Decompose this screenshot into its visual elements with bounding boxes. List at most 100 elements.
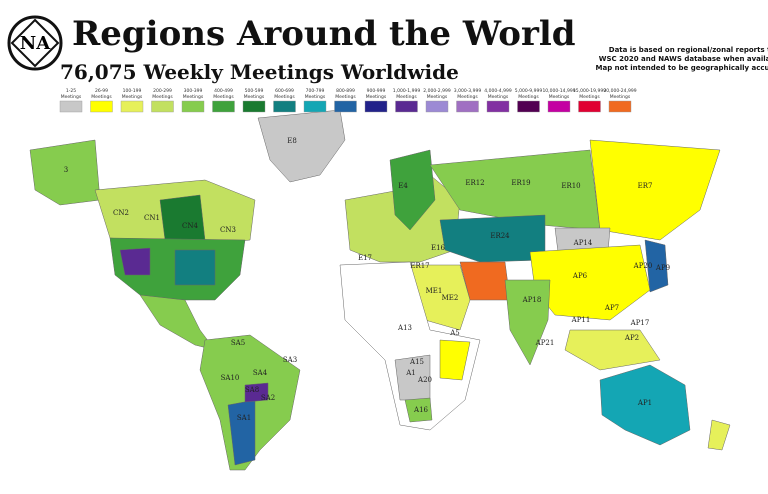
legend-swatch [120, 100, 144, 113]
region-label: E8 [287, 137, 297, 145]
region-label: E17 [358, 254, 372, 262]
note-line: WSC 2020 and NAWS database when availabl… [599, 55, 768, 63]
region-label: SA8 [245, 386, 259, 394]
logo: NA [7, 15, 63, 71]
legend-swatch [273, 100, 296, 113]
legend-swatch [59, 100, 83, 113]
russia-east [589, 139, 721, 241]
region-label: SA2 [261, 394, 275, 402]
legend-range: 400-499 [214, 88, 233, 94]
title: Regions Around the World [72, 14, 576, 54]
region-label: AP7 [604, 304, 619, 312]
legend-unit: Meetings [457, 94, 478, 100]
region-label: A1 [405, 369, 416, 377]
legend-swatch [364, 100, 388, 113]
region-label: A15 [409, 358, 424, 366]
legend-range: 2,000-2,999 [423, 88, 451, 94]
legend-unit: Meetings [244, 94, 265, 100]
region-label: AP1 [637, 399, 652, 407]
map-shapes [29, 109, 731, 471]
region-label: ER19 [511, 179, 530, 187]
legend-range: 800-899 [336, 88, 355, 94]
legend-range: 10,000-14,999 [542, 88, 575, 94]
region-label: E16 [431, 244, 446, 252]
legend-swatch [212, 100, 235, 113]
region-label: AP21 [535, 339, 555, 347]
legend-unit: Meetings [213, 94, 234, 100]
legend-unit: Meetings [274, 94, 295, 100]
legend-range: 700-799 [306, 88, 325, 94]
legend-swatch [334, 100, 357, 113]
subtitle: 76,075 Weekly Meetings Worldwide [60, 60, 459, 84]
region-label: A16 [413, 406, 429, 414]
legend-range: 300-399 [184, 88, 203, 94]
legend-unit: Meetings [335, 94, 356, 100]
region-label: ER12 [465, 179, 484, 187]
note-line: Map not intended to be geographically ac… [596, 64, 768, 72]
region-label: E4 [398, 182, 408, 190]
legend-unit: Meetings [305, 94, 326, 100]
legend-swatch [578, 100, 601, 113]
east-africa [439, 339, 471, 381]
usa-west [119, 247, 151, 276]
legend-range: 100-199 [123, 88, 142, 94]
region-label: CN3 [220, 226, 236, 234]
legend-unit: Meetings [122, 94, 143, 100]
legend-range: 20,000-24,999 [603, 88, 636, 94]
region-label: AP6 [572, 272, 588, 280]
india [504, 279, 551, 366]
legend-unit: Meetings [183, 94, 204, 100]
logo-diamond [10, 18, 60, 68]
legend-unit: Meetings [366, 94, 387, 100]
region-label: AP14 [573, 239, 593, 247]
south-africa [404, 397, 433, 423]
usa-east [174, 249, 216, 286]
legend-range: 26-99 [95, 88, 108, 94]
legend-unit: Meetings [152, 94, 173, 100]
region-label: CN1 [144, 214, 160, 222]
note-line: Data is based on regional/zonal reports … [609, 46, 768, 54]
region-label: ER24 [490, 232, 510, 240]
region-label: ER10 [561, 182, 580, 190]
canada-ontario [159, 194, 206, 241]
region-label: SA3 [283, 356, 297, 364]
new-zealand [707, 419, 731, 451]
legend: 1-25Meetings26-99Meetings100-199Meetings… [59, 88, 637, 113]
region-label: AP9 [655, 264, 670, 272]
region-label: ME2 [442, 294, 459, 302]
region-label: CN4 [182, 222, 198, 230]
scandinavia [389, 149, 436, 231]
legend-unit: Meetings [518, 94, 539, 100]
legend-unit: Meetings [396, 94, 417, 100]
legend-unit: Meetings [427, 94, 448, 100]
region-label: ER17 [410, 262, 429, 270]
kazakhstan [439, 214, 546, 263]
alaska [29, 139, 101, 206]
legend-unit: Meetings [610, 94, 631, 100]
region-label: ER7 [638, 182, 653, 190]
region-label: SA10 [221, 374, 240, 382]
legend-range: 1,000-1,999 [393, 88, 421, 94]
mexico [139, 294, 216, 351]
legend-swatch [425, 100, 449, 113]
region-label: SA4 [253, 369, 268, 377]
region-label: ME1 [426, 287, 443, 295]
legend-range: 5,000-9,999 [515, 88, 543, 94]
region-label: A20 [417, 376, 432, 384]
africa [339, 261, 481, 431]
greenland [257, 109, 346, 183]
region-label: AP17 [630, 319, 650, 327]
legend-range: 900-999 [367, 88, 386, 94]
note: Data is based on regional/zonal reports … [596, 46, 768, 72]
logo-text: NA [20, 33, 51, 54]
legend-swatch [90, 100, 113, 113]
legend-swatch [517, 100, 540, 113]
legend-swatch [181, 100, 205, 113]
legend-swatch [395, 100, 418, 113]
legend-swatch [242, 100, 266, 113]
region-labels: E8 3 CN2 CN1 CN4 CN3 E4 E16 ER12 ER19 ER10 ER7 ER24 A… [64, 137, 670, 422]
region-label: AP2 [624, 334, 639, 342]
legend-swatch [303, 100, 327, 113]
legend-range: 500-599 [245, 88, 264, 94]
region-label: SA1 [237, 414, 251, 422]
